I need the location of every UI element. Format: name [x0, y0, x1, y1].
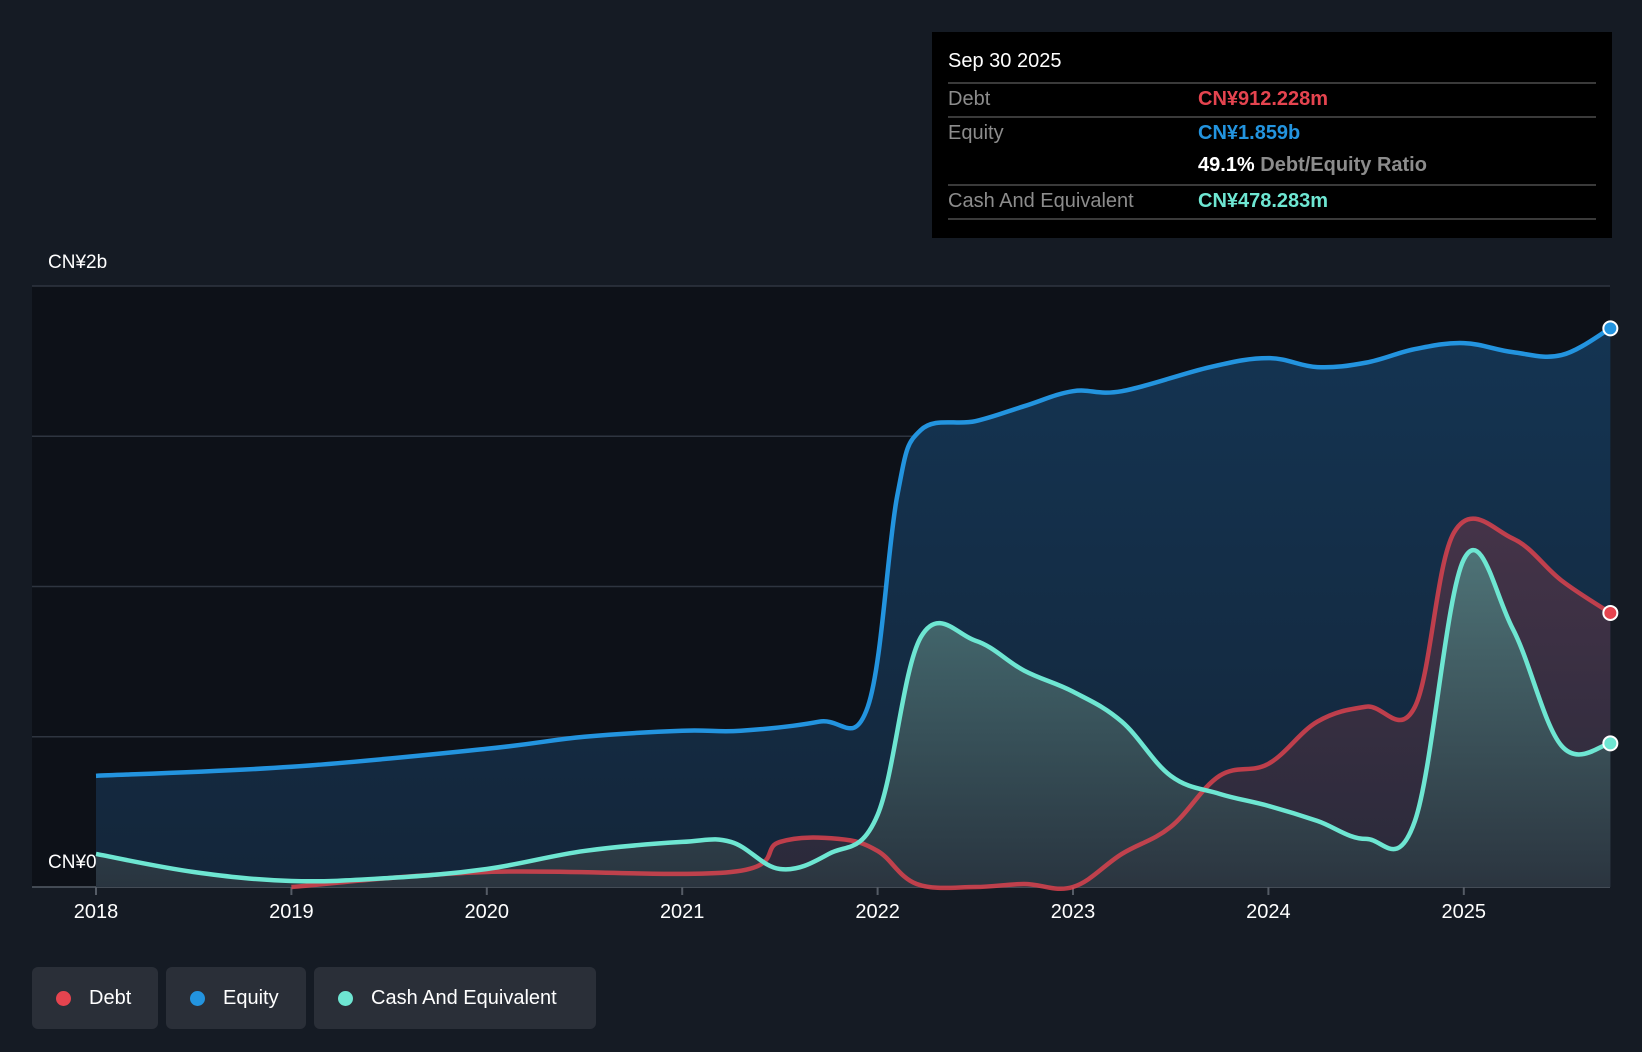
debt-value: CN¥912.228m: [1198, 88, 1329, 110]
x-tick-label: 2018: [73, 901, 119, 923]
x-tick-label: 2021: [659, 901, 705, 923]
debt-area: [291, 518, 1611, 889]
y-tick-label-top: CN¥2b: [48, 252, 108, 273]
debt-dot-icon: [56, 990, 71, 1006]
x-tick-label: 2019: [269, 901, 314, 923]
x-tick-label: 2024: [1246, 901, 1291, 923]
ratio-value: 49.1%: [1198, 154, 1255, 176]
cash-area: [96, 550, 1611, 887]
equity-label: Equity: [948, 122, 1004, 144]
x-tick-label: 2022: [855, 901, 900, 923]
legend-debt[interactable]: Debt: [32, 967, 158, 1029]
equity-dot-icon: [190, 990, 205, 1006]
cash-value: CN¥478.283m: [1198, 190, 1329, 212]
tooltip: Sep 30 2025 Debt CN¥912.228m Equity CN¥1.8…: [932, 32, 1612, 238]
cash-label: Cash And Equivalent: [948, 190, 1134, 212]
equity-area: [96, 328, 1611, 888]
y-tick-label-zero: CN¥0: [48, 852, 97, 873]
cash-line: [95, 548, 1611, 884]
tooltip-date: Sep 30 2025: [948, 50, 1062, 72]
equity-end-marker[interactable]: [1602, 320, 1619, 337]
x-tick-label: 2025: [1441, 901, 1487, 923]
x-tick-label: 2020: [464, 901, 510, 923]
equity-value: CN¥1.859b: [1198, 122, 1301, 144]
cash-dot-icon: [338, 990, 353, 1006]
debt-line: [291, 516, 1612, 892]
debt-end-marker[interactable]: [1602, 604, 1619, 621]
debt-label: Debt: [948, 88, 991, 110]
legend-cash-label: Cash And Equivalent: [371, 986, 557, 1009]
legend-debt-label: Debt: [89, 986, 132, 1009]
legend-equity-label: Equity: [223, 986, 279, 1009]
legend-equity[interactable]: Equity: [166, 967, 306, 1029]
equity-line: [95, 326, 1612, 779]
legend-cash[interactable]: Cash And Equivalent: [314, 967, 596, 1029]
ratio-label: Debt/Equity Ratio: [1260, 154, 1427, 176]
x-tick-label: 2023: [1050, 901, 1096, 923]
cash-end-marker[interactable]: [1602, 735, 1619, 752]
